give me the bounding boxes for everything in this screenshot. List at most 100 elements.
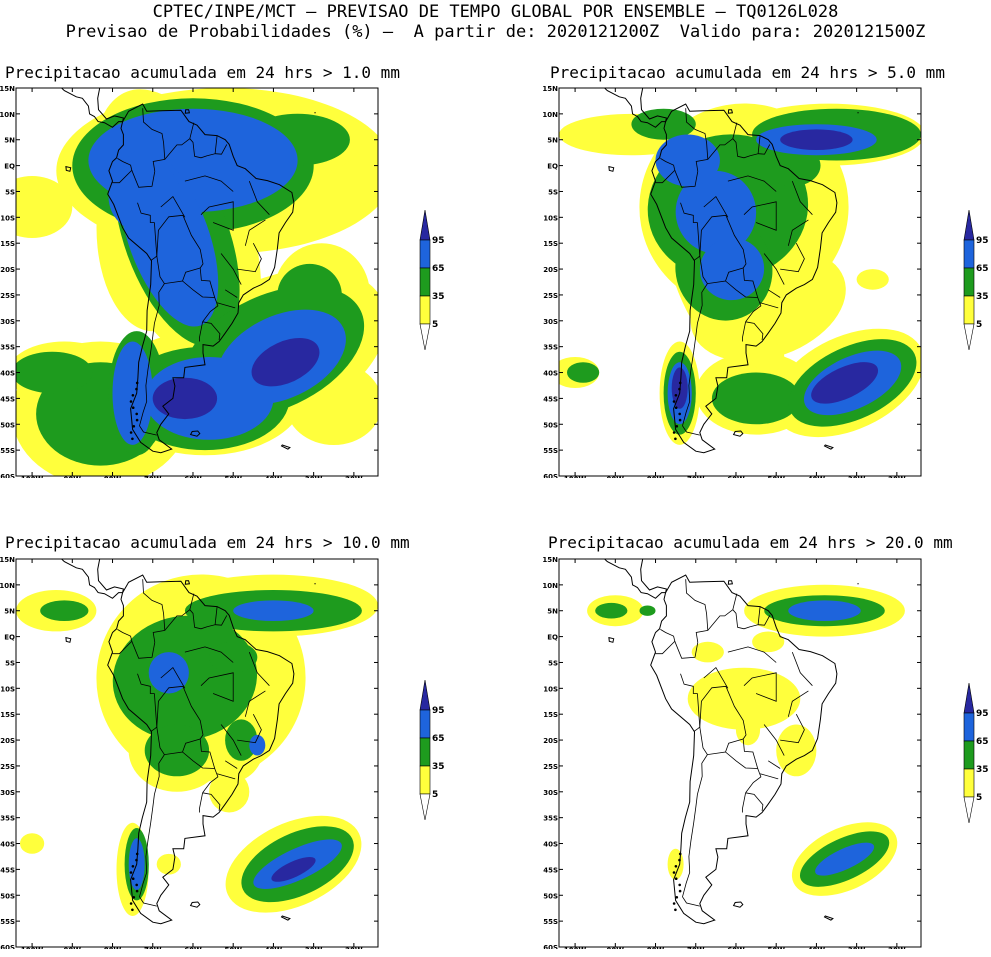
lon-tick-label: 100W <box>564 946 587 949</box>
country-border <box>682 754 708 907</box>
colorbar-label: 95 <box>976 236 989 246</box>
archipelago-island <box>132 425 136 428</box>
country-border <box>745 792 764 811</box>
country-border <box>150 693 158 732</box>
archipelago-island <box>129 902 133 905</box>
prob-35-65-area <box>225 719 258 761</box>
country-border <box>142 579 166 631</box>
lon-tick-label: 60W <box>727 946 745 949</box>
country-border <box>758 615 771 626</box>
country-border <box>699 214 759 298</box>
lon-tick-label: 80W <box>647 475 665 478</box>
island-outline <box>727 109 734 114</box>
lat-tick-label: 15N <box>543 86 558 93</box>
lat-tick-label: 5N <box>547 137 558 145</box>
prob-65-95-area <box>233 600 314 621</box>
country-border <box>216 773 236 780</box>
prob-65-95-area <box>699 238 765 301</box>
archipelago-island <box>675 896 679 899</box>
prob-5-35-area <box>776 724 817 777</box>
lon-tick-label: 70W <box>687 946 705 949</box>
lat-tick-label: 30S <box>0 318 15 326</box>
map-panel-5mm: 15N 10N 5N EQ 5S 10S 15S 20S 25S 30S 35S 40S 45S 50S 5… <box>543 86 923 478</box>
lat-tick-label: 10S <box>543 214 558 222</box>
lon-tick-label: 40W <box>808 946 826 949</box>
prob-5-35-area <box>19 833 45 854</box>
lon-tick-label: 70W <box>687 475 705 478</box>
country-border <box>791 651 813 686</box>
lat-tick-label: 5N <box>4 137 15 145</box>
archipelago-island <box>674 877 678 880</box>
lat-tick-label: 45S <box>0 395 15 403</box>
colorbar-segment-95 <box>963 209 975 241</box>
country-border <box>699 727 744 756</box>
country-border <box>142 108 166 160</box>
prob-5-35-area <box>752 631 785 653</box>
lat-tick-label: 60S <box>0 473 15 478</box>
country-border <box>732 138 751 159</box>
country-border <box>727 646 777 663</box>
country-border <box>156 214 216 298</box>
country-border <box>758 144 771 155</box>
colorbar-label: 35 <box>976 765 989 775</box>
colorbar-segment-95 <box>419 209 431 241</box>
prob-35-65-area <box>40 600 89 621</box>
lon-tick-label: 90W <box>607 475 625 478</box>
lat-tick-label: 40S <box>543 370 558 378</box>
country-border <box>741 321 746 342</box>
country-border <box>189 122 195 139</box>
coastline-central-america <box>603 559 667 599</box>
prob-35-65-area <box>764 144 821 187</box>
country-border <box>152 138 191 172</box>
colorbar-label: 65 <box>976 737 989 747</box>
prob-5-35-area <box>856 269 889 290</box>
lat-tick-label: 25S <box>543 292 558 300</box>
lon-tick-label: 70W <box>144 946 162 949</box>
colorbar-segment-65 <box>419 239 431 269</box>
panel-title-20mm: Precipitacao acumulada em 24 hrs > 20.0 … <box>548 533 953 552</box>
lat-tick-label: 25S <box>0 763 15 771</box>
colorbar-label: 95 <box>432 706 445 716</box>
lon-tick-label: 40W <box>265 475 283 478</box>
colorbar-label: 65 <box>432 734 445 744</box>
archipelago-island <box>131 908 134 912</box>
island-outline <box>727 580 734 585</box>
lon-tick-label: 40W <box>265 946 283 949</box>
panel-title-10mm: Precipitacao acumulada em 24 hrs > 10.0 … <box>5 533 410 552</box>
country-border <box>137 202 155 223</box>
country-border <box>725 751 762 794</box>
panel-title-5mm: Precipitacao acumulada em 24 hrs > 5.0 m… <box>550 63 945 82</box>
colorbar-label: 95 <box>976 709 989 719</box>
lat-tick-label: 25S <box>0 292 15 300</box>
country-border <box>160 195 186 218</box>
coastline-south-america <box>650 103 838 454</box>
archipelago-island <box>135 381 139 385</box>
header-title: CPTEC/INPE/MCT – PREVISAO DE TEMPO GLOBA… <box>152 2 839 22</box>
colorbar-label: 5 <box>976 320 982 330</box>
colorbar-segment-below <box>419 323 431 351</box>
country-border <box>112 158 133 184</box>
map-panel-1mm: 15N 10N 5N EQ 5S 10S 15S 20S 25S 30S 35S 40S 45S 50S 5… <box>0 86 380 478</box>
country-border <box>220 253 242 285</box>
island-outline <box>732 430 744 437</box>
lat-tick-label: 10N <box>0 582 15 590</box>
lon-tick-label: 50W <box>767 946 785 949</box>
colorbar-segment-5 <box>419 295 431 325</box>
prob-35-65-area <box>567 362 600 383</box>
colorbar-segment-below <box>419 793 431 821</box>
country-border <box>674 170 699 188</box>
country-border <box>131 641 156 659</box>
country-border <box>695 609 734 643</box>
lat-tick-label: 35S <box>0 344 15 352</box>
country-border <box>189 593 195 610</box>
lat-tick-label: 30S <box>543 318 558 326</box>
map-frame <box>558 87 922 477</box>
archipelago-island <box>135 883 138 887</box>
country-border <box>741 792 746 813</box>
colorbar-segment-65 <box>419 709 431 739</box>
lat-tick-label: 45S <box>0 866 15 874</box>
country-border <box>703 666 729 689</box>
lon-tick-label: 90W <box>64 475 82 478</box>
country-border <box>693 693 701 732</box>
prob-5-35-area <box>16 176 73 238</box>
